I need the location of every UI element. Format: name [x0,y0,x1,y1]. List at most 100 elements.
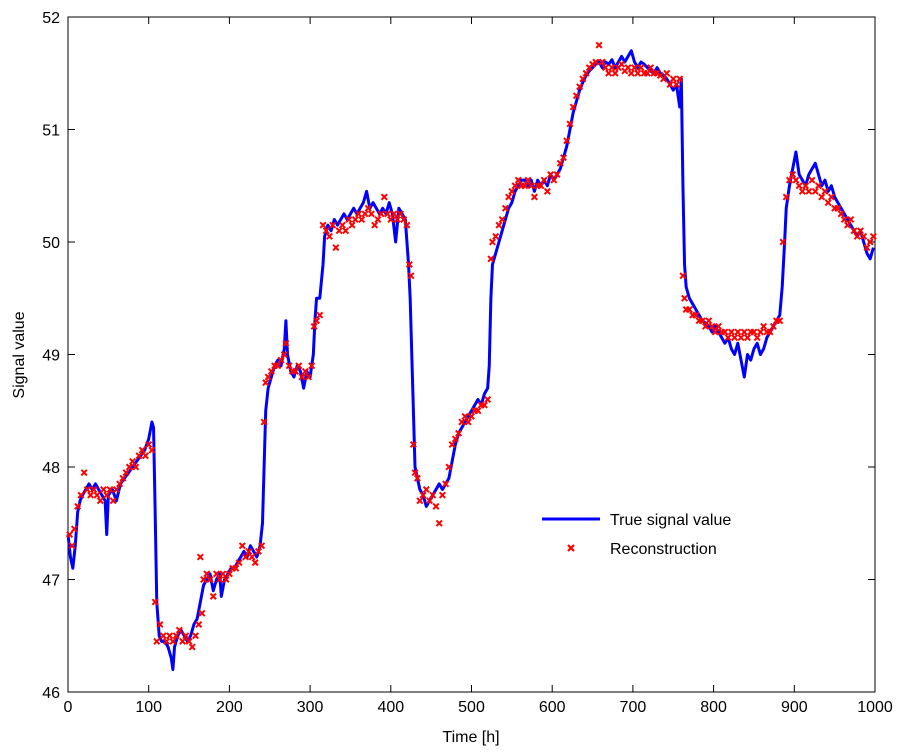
x-tick-label: 600 [539,699,566,716]
reconstruction-point [361,210,369,218]
reconstruction-point [310,322,318,330]
reconstruction-point [592,58,600,66]
reconstruction-point [166,632,174,640]
reconstruction-point [474,407,482,415]
reconstruction-point [316,311,324,319]
reconstruction-point [547,170,555,179]
reconstruction-point [611,69,619,77]
reconstruction-point [805,187,813,195]
reconstruction-point [782,193,790,201]
reconstruction-point [582,69,590,77]
reconstruction-point [798,187,806,195]
reconstruction-point [634,69,642,77]
reconstruction-point [708,322,716,330]
reconstruction-point [837,210,845,218]
y-tick-label: 50 [42,235,60,252]
reconstruction-point [566,120,574,128]
y-tick-label: 52 [42,10,60,27]
reconstruction-point [345,215,353,224]
reconstruction-point [282,339,290,347]
reconstruction-point [789,170,797,179]
x-tick-label: 100 [135,699,162,716]
reconstruction-point [200,575,208,584]
reconstruction-point [390,210,398,218]
reconstruction-point [608,64,616,72]
reconstruction-point [93,491,101,499]
reconstruction-point [407,272,415,280]
x-tick-label: 1000 [857,699,893,716]
reconstruction-point [480,401,488,409]
reconstruction-point [576,83,584,91]
x-tick-label: 800 [700,699,727,716]
reconstruction-point [750,328,758,336]
y-tick-label: 48 [42,460,60,477]
x-tick-label: 400 [377,699,404,716]
reconstruction-point [355,210,363,218]
reconstruction-point [367,210,375,218]
reconstruction-point [681,294,689,302]
reconstruction-point [267,367,275,375]
reconstruction-point [258,542,266,550]
reconstruction-point [487,255,495,263]
reconstruction-point [461,412,469,420]
reconstruction-point [866,238,874,246]
reconstruction-point [393,215,401,224]
series-markers-reconstruction [66,41,877,651]
reconstruction-point [422,485,430,494]
reconstruction-point [251,559,259,567]
reconstruction-point [122,469,130,477]
reconstruction-point [537,182,545,190]
reconstruction-point [185,637,193,645]
reconstruction-point [705,317,713,325]
reconstruction-point [216,575,224,584]
legend-label-true-signal: True signal value [610,512,731,529]
series-line-true-signal [66,49,875,671]
reconstruction-point [505,193,513,201]
reconstruction-point [260,418,268,426]
reconstruction-point [342,227,350,235]
reconstruction-point [206,575,214,584]
reconstruction-point [90,485,98,494]
reconstruction-point [448,440,456,449]
reconstruction-point [779,238,787,246]
reconstruction-point [274,362,282,370]
reconstruction-point [863,244,871,252]
reconstruction-point [679,272,687,280]
reconstruction-point [119,474,127,482]
reconstruction-point [521,182,529,190]
reconstruction-point [203,570,211,578]
reconstruction-point [129,457,137,465]
reconstruction-point [643,69,651,77]
reconstruction-point [766,328,774,336]
y-axis: 46 47 48 49 50 51 52 [42,10,875,702]
reconstruction-point [484,395,492,404]
reconstruction-point [666,80,674,89]
reconstruction-point [292,367,300,375]
reconstruction-point [811,187,819,195]
reconstruction-point [80,469,88,477]
reconstruction-point [618,60,626,68]
reconstruction-point [524,176,532,184]
reconstruction-point [663,69,671,77]
reconstruction-point [740,328,748,336]
reconstruction-point [495,221,503,229]
reconstruction-point [387,215,395,224]
reconstruction-point [702,322,710,330]
reconstruction-point [409,440,417,449]
reconstruction-point [68,542,76,550]
reconstruction-point [195,620,203,629]
reconstruction-point [514,176,522,184]
reconstruction-point [188,643,196,651]
reconstruction-point [358,215,366,224]
reconstruction-point [232,564,240,572]
reconstruction-point [280,350,288,359]
reconstruction-point [692,311,700,319]
reconstruction-point [145,440,153,449]
reconstruction-point [338,221,346,229]
reconstruction-point [151,598,159,606]
x-tick-label: 0 [64,699,73,716]
reconstruction-point [714,322,722,330]
x-axis: 0 100 200 300 400 500 600 700 800 900 1000 [64,17,893,716]
reconstruction-point [669,75,677,83]
